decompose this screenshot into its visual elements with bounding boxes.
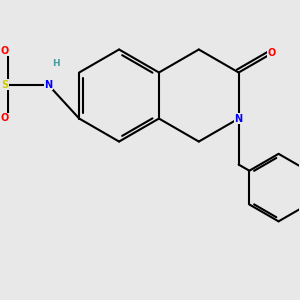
Text: N: N bbox=[235, 113, 243, 124]
Text: O: O bbox=[268, 48, 276, 58]
Text: N: N bbox=[44, 80, 52, 90]
Text: S: S bbox=[2, 80, 9, 90]
Text: H: H bbox=[52, 58, 60, 68]
Text: O: O bbox=[1, 46, 9, 56]
Text: O: O bbox=[1, 113, 9, 123]
